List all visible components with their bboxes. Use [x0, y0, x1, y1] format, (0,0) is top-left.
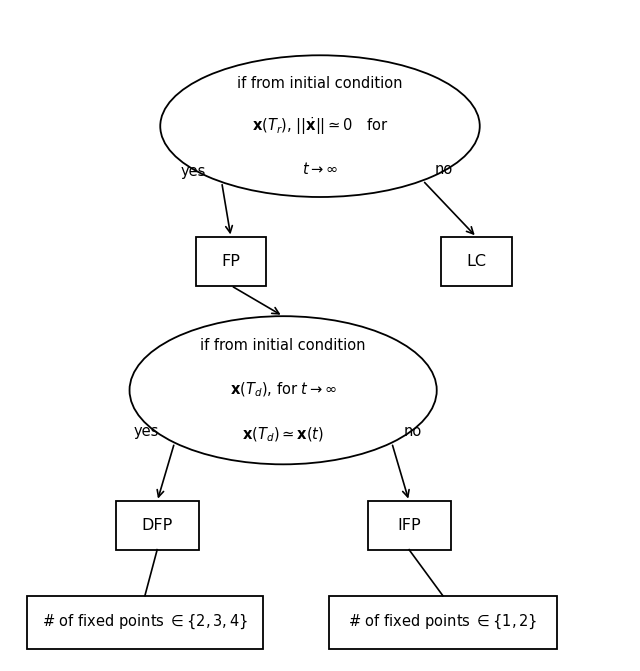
Text: if from initial condition: if from initial condition	[237, 76, 403, 91]
Text: if from initial condition: if from initial condition	[200, 338, 366, 354]
Text: DFP: DFP	[141, 518, 173, 533]
Text: $t \rightarrow \infty$: $t \rightarrow \infty$	[302, 160, 338, 176]
Text: IFP: IFP	[397, 518, 421, 533]
Text: $\mathbf{x}(T_d)$, for $t \rightarrow \infty$: $\mathbf{x}(T_d)$, for $t \rightarrow \i…	[230, 381, 337, 399]
Text: yes: yes	[181, 164, 206, 178]
Text: FP: FP	[221, 254, 241, 269]
Text: yes: yes	[134, 425, 159, 440]
Text: $\mathbf{x}(T_d) \simeq \mathbf{x}(t)$: $\mathbf{x}(T_d) \simeq \mathbf{x}(t)$	[242, 425, 324, 444]
Text: no: no	[404, 425, 422, 440]
Text: LC: LC	[467, 254, 486, 269]
Text: # of fixed points $\in \{2, 3, 4\}$: # of fixed points $\in \{2, 3, 4\}$	[42, 613, 248, 631]
Text: # of fixed points $\in \{1, 2\}$: # of fixed points $\in \{1, 2\}$	[348, 613, 538, 631]
Text: no: no	[435, 162, 453, 177]
Text: $\mathbf{x}(T_r)$, $||\dot{\mathbf{x}}|| \simeq 0$   for: $\mathbf{x}(T_r)$, $||\dot{\mathbf{x}}||…	[252, 115, 388, 137]
